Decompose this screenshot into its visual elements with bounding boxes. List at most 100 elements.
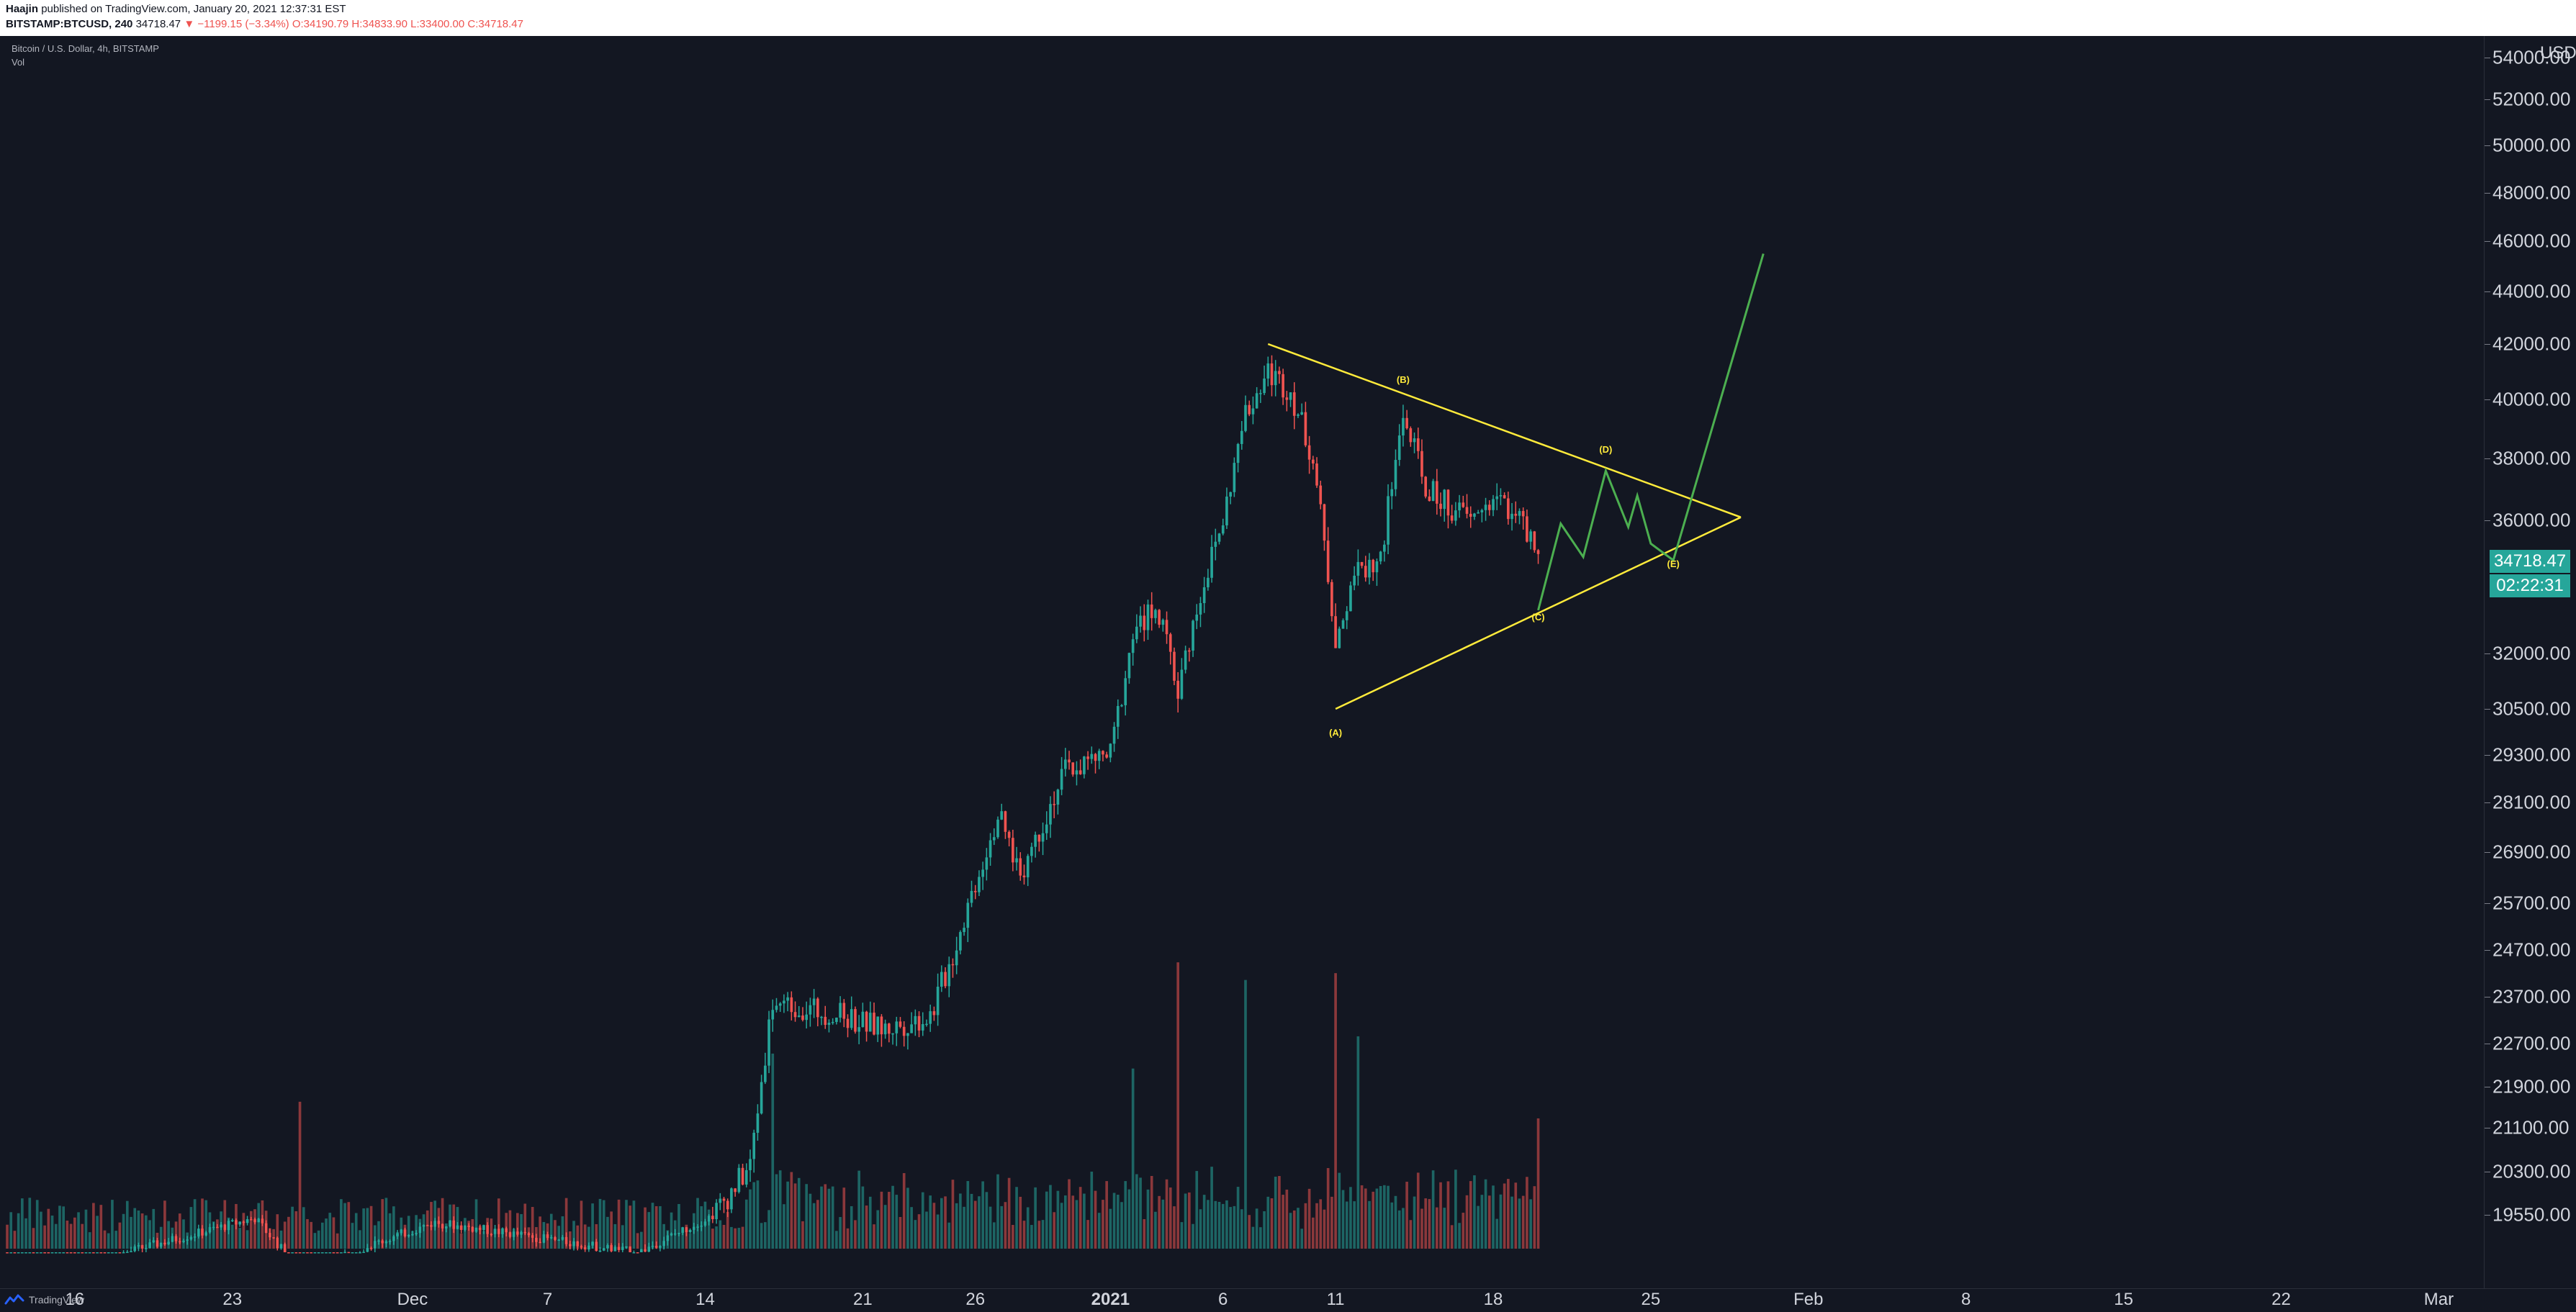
volume-bar [1409, 1220, 1413, 1249]
volume-bar [1150, 1175, 1153, 1249]
candle-body [238, 1221, 241, 1225]
candle-body [895, 1021, 899, 1033]
volume-bar [1086, 1220, 1089, 1249]
volume-bar [719, 1220, 722, 1249]
currency-label[interactable]: USD [2540, 43, 2576, 63]
candle-body [767, 1019, 770, 1066]
volume-bar [471, 1218, 474, 1249]
candle-body [133, 1246, 137, 1252]
volume-bar [1349, 1187, 1352, 1249]
volume-bar [1210, 1167, 1213, 1249]
candle-body [722, 1198, 726, 1201]
volume-bar [1139, 1177, 1142, 1249]
candle-body [752, 1132, 756, 1159]
published-text: published on TradingView.com, January 20… [41, 3, 346, 15]
volume-bar [726, 1211, 729, 1249]
candle-body [1495, 496, 1499, 499]
volume-bar [1304, 1203, 1307, 1249]
volume-bar [1368, 1200, 1371, 1249]
candle-body [1326, 540, 1330, 582]
candle-body [947, 964, 951, 987]
price-axis-label: 30500.00 [2492, 697, 2571, 720]
candle-body [298, 1252, 302, 1254]
price-axis[interactable] [2485, 36, 2576, 1288]
volume-bar [1176, 962, 1180, 1249]
tradingview-branding[interactable]: TradingView [4, 1291, 84, 1308]
volume-bar [456, 1207, 459, 1249]
price-axis-label: 40000.00 [2492, 388, 2571, 410]
volume-bar [572, 1221, 575, 1249]
volume-bar [899, 1217, 902, 1249]
candle-body [50, 1252, 54, 1254]
candle-body [985, 857, 988, 870]
volume-bar [335, 1233, 339, 1249]
volume-bar [1259, 1227, 1262, 1249]
volume-bar [276, 1214, 279, 1249]
volume-bar [497, 1198, 500, 1249]
candle-body [1004, 811, 1007, 832]
candle-body [1499, 494, 1503, 497]
candle-body [482, 1225, 485, 1231]
candle-body [1221, 525, 1225, 534]
volume-bar [925, 1211, 928, 1249]
price-axis-label: 28100.00 [2492, 791, 2571, 813]
candle-body [1207, 577, 1210, 588]
volume-bar [744, 1199, 748, 1249]
volume-bar [1202, 1195, 1206, 1249]
volume-bar [291, 1206, 294, 1249]
volume-bar [1526, 1177, 1528, 1249]
volume-bar [1180, 1222, 1184, 1249]
candle-body [783, 1000, 785, 1004]
volume-bar [906, 1187, 909, 1249]
volume-bar [951, 1180, 955, 1249]
volume-bar [238, 1228, 241, 1249]
publisher-name[interactable]: Haajin [6, 3, 39, 15]
volume-bar [1022, 1221, 1026, 1249]
wave-label: (B) [1397, 374, 1410, 385]
volume-bar [546, 1223, 549, 1249]
wave-label: (C) [1532, 612, 1545, 623]
volume-bar [613, 1223, 617, 1249]
volume-bar [1112, 1193, 1116, 1249]
candle-body [246, 1219, 249, 1223]
projection-layer [1537, 253, 1765, 611]
price-axis-label: 36000.00 [2492, 509, 2571, 531]
candle-body [786, 997, 789, 1001]
candle-body [1217, 533, 1221, 542]
candle-body [850, 1009, 853, 1028]
volume-bar [662, 1223, 665, 1249]
candle-body [1192, 620, 1194, 651]
volume-indicator-label[interactable]: Vol [12, 57, 25, 68]
candle-body [1176, 680, 1180, 699]
volume-bar [122, 1213, 125, 1249]
volume-bar [411, 1231, 414, 1249]
candle-body [988, 840, 992, 858]
volume-bar [865, 1205, 868, 1249]
volume-bar [9, 1212, 13, 1249]
time-axis-label: 23 [222, 1290, 243, 1309]
volume-bar [696, 1198, 699, 1249]
volume-bar [1221, 1203, 1225, 1249]
price-axis-tick [2485, 520, 2490, 521]
volume-bar [1387, 1185, 1390, 1249]
candle-body [81, 1252, 84, 1254]
candle-body [992, 837, 996, 841]
candle-body [910, 1024, 913, 1033]
candle-body [1521, 511, 1525, 517]
volume-bar [621, 1225, 624, 1249]
candle-body [711, 1216, 714, 1220]
volume-bar [444, 1223, 448, 1249]
volume-bar [1225, 1200, 1228, 1249]
candle-body [1060, 769, 1063, 790]
volume-bar [1341, 1190, 1345, 1249]
series-title[interactable]: Bitcoin / U.S. Dollar, 4h, BITSTAMP [12, 43, 159, 54]
candle-body [906, 1033, 909, 1036]
volume-bar [1379, 1185, 1382, 1249]
volume-bar [174, 1221, 178, 1249]
candle-body [1012, 838, 1014, 863]
candle-body [1053, 804, 1056, 805]
volume-bar [359, 1230, 361, 1249]
time-axis-label: 7 [542, 1290, 553, 1309]
candle-body [1131, 639, 1135, 653]
